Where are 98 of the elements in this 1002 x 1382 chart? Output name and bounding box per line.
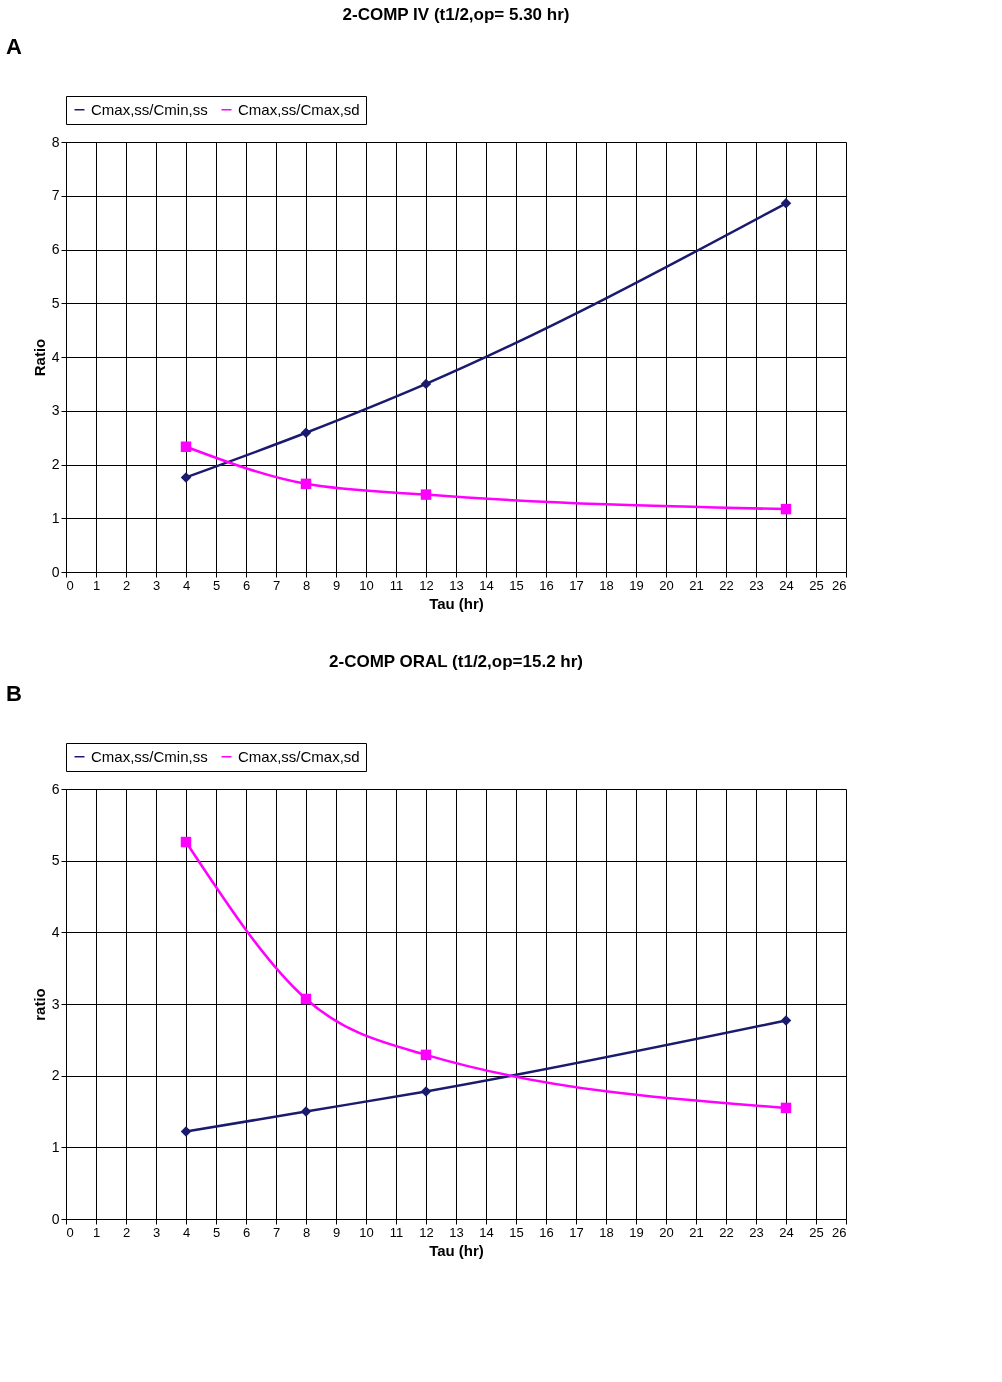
x-tick-label: 1 — [92, 577, 101, 593]
y-tick-label: 1 — [51, 509, 60, 526]
y-tick-label: 2 — [51, 1067, 60, 1084]
x-axis-title: Tau (hr) — [429, 594, 484, 612]
point — [420, 1049, 432, 1061]
x-tick-label: 25 — [809, 577, 824, 593]
x-tick-label: 16 — [539, 1224, 554, 1240]
x-tick-label: 2 — [122, 577, 131, 593]
x-tick-label: 4 — [182, 577, 191, 593]
x-tick-label: 7 — [272, 577, 281, 593]
y-tick-label: 0 — [51, 1210, 60, 1227]
x-tick-label: 17 — [569, 1224, 584, 1240]
y-tick-label: 1 — [51, 1138, 60, 1155]
point — [420, 489, 432, 500]
y-axis-title: ratio — [30, 988, 48, 1021]
y-tick-label: 3 — [51, 402, 60, 419]
point — [780, 198, 792, 209]
point — [780, 1102, 792, 1114]
x-tick-label: 4 — [182, 1224, 191, 1240]
x-tick-label: 25 — [809, 1224, 824, 1240]
point — [780, 1015, 792, 1026]
legend-label: Cmax,ss/Cmin,ss — [91, 100, 208, 118]
legend-label: Cmax,ss/Cmax,sd — [238, 747, 360, 765]
x-tick-label: 8 — [302, 577, 311, 593]
x-tick-label: 12 — [419, 1224, 434, 1240]
y-tick-label: 6 — [51, 241, 60, 257]
x-tick-label: 12 — [419, 577, 434, 593]
x-tick-label: 23 — [749, 1224, 764, 1240]
x-tick-label: 21 — [689, 577, 704, 593]
x-tick-label: 15 — [509, 577, 524, 593]
y-tick-label: 5 — [51, 852, 60, 869]
x-tick-label: 9 — [332, 577, 341, 593]
x-tick-label: 19 — [629, 577, 644, 593]
y-tick-label: 4 — [51, 923, 60, 940]
x-tick-label: 14 — [479, 1224, 494, 1240]
y-tick-label: 6 — [51, 780, 60, 797]
x-tick-label: 6 — [242, 1224, 251, 1240]
x-tick-label: 20 — [659, 577, 674, 593]
x-tick-label: 13 — [449, 577, 464, 593]
legend-label: Cmax,ss/Cmin,ss — [91, 747, 208, 765]
x-axis-title: Tau (hr) — [429, 1241, 484, 1259]
y-tick-label: 5 — [51, 294, 60, 311]
x-tick-label: 17 — [569, 577, 584, 593]
x-tick-label: 13 — [449, 1224, 464, 1240]
x-tick-label: 22 — [719, 1224, 734, 1240]
point — [420, 1086, 432, 1097]
point — [180, 836, 192, 848]
x-tick-label: 5 — [212, 577, 221, 593]
x-tick-label: 7 — [272, 1224, 281, 1240]
x-tick-label: 1 — [92, 1224, 101, 1240]
text: A — [6, 34, 22, 59]
x-tick-label: 0 — [66, 1224, 74, 1240]
x-tick-label: 18 — [599, 1224, 614, 1240]
x-tick-label: 11 — [389, 1224, 404, 1240]
x-tick-label: 14 — [479, 577, 494, 593]
x-tick-label: 26 — [832, 577, 847, 593]
point — [300, 427, 312, 439]
chart-title: 2-COMP IV (t1/2,op= 5.30 hr) — [342, 5, 570, 24]
x-tick-label: 18 — [599, 577, 614, 593]
chart-title: 2-COMP ORAL (t1/2,op=15.2 hr) — [329, 652, 583, 671]
y-axis-title: Ratio — [30, 338, 48, 377]
point — [180, 472, 192, 483]
x-tick-label: 9 — [332, 1224, 341, 1240]
x-tick-label: 22 — [719, 577, 734, 593]
x-tick-label: 10 — [359, 577, 374, 593]
point — [180, 1126, 192, 1137]
x-tick-label: 20 — [659, 1224, 674, 1240]
x-tick-label: 10 — [359, 1224, 374, 1240]
x-tick-label: 3 — [152, 1224, 161, 1240]
x-tick-label: 26 — [832, 1224, 847, 1240]
x-tick-label: 8 — [302, 1224, 311, 1240]
x-tick-label: 23 — [749, 577, 764, 593]
y-tick-label: 3 — [51, 995, 60, 1012]
x-tick-label: 24 — [779, 577, 794, 593]
x-tick-label: 2 — [122, 1224, 131, 1240]
y-tick-label: 7 — [51, 187, 60, 204]
x-tick-label: 6 — [242, 577, 251, 593]
x-tick-label: 3 — [152, 577, 161, 593]
legend-label: Cmax,ss/Cmax,sd — [238, 100, 360, 118]
text: B — [6, 681, 22, 706]
x-tick-label: 24 — [779, 1224, 794, 1240]
y-tick-label: 4 — [51, 348, 60, 365]
x-tick-label: 5 — [212, 1224, 221, 1240]
point — [420, 378, 432, 390]
point — [180, 441, 192, 453]
point — [300, 1106, 312, 1117]
point — [780, 503, 792, 515]
x-tick-label: 21 — [689, 1224, 704, 1240]
x-tick-label: 19 — [629, 1224, 644, 1240]
y-tick-label: 2 — [51, 456, 60, 472]
x-tick-label: 11 — [389, 577, 404, 593]
y-tick-label: 8 — [51, 133, 60, 150]
y-tick-label: 0 — [51, 563, 60, 580]
point — [300, 993, 312, 1005]
x-tick-label: 16 — [539, 577, 554, 593]
x-tick-label: 15 — [509, 1224, 524, 1240]
x-tick-label: 0 — [66, 577, 74, 593]
point — [300, 478, 312, 490]
